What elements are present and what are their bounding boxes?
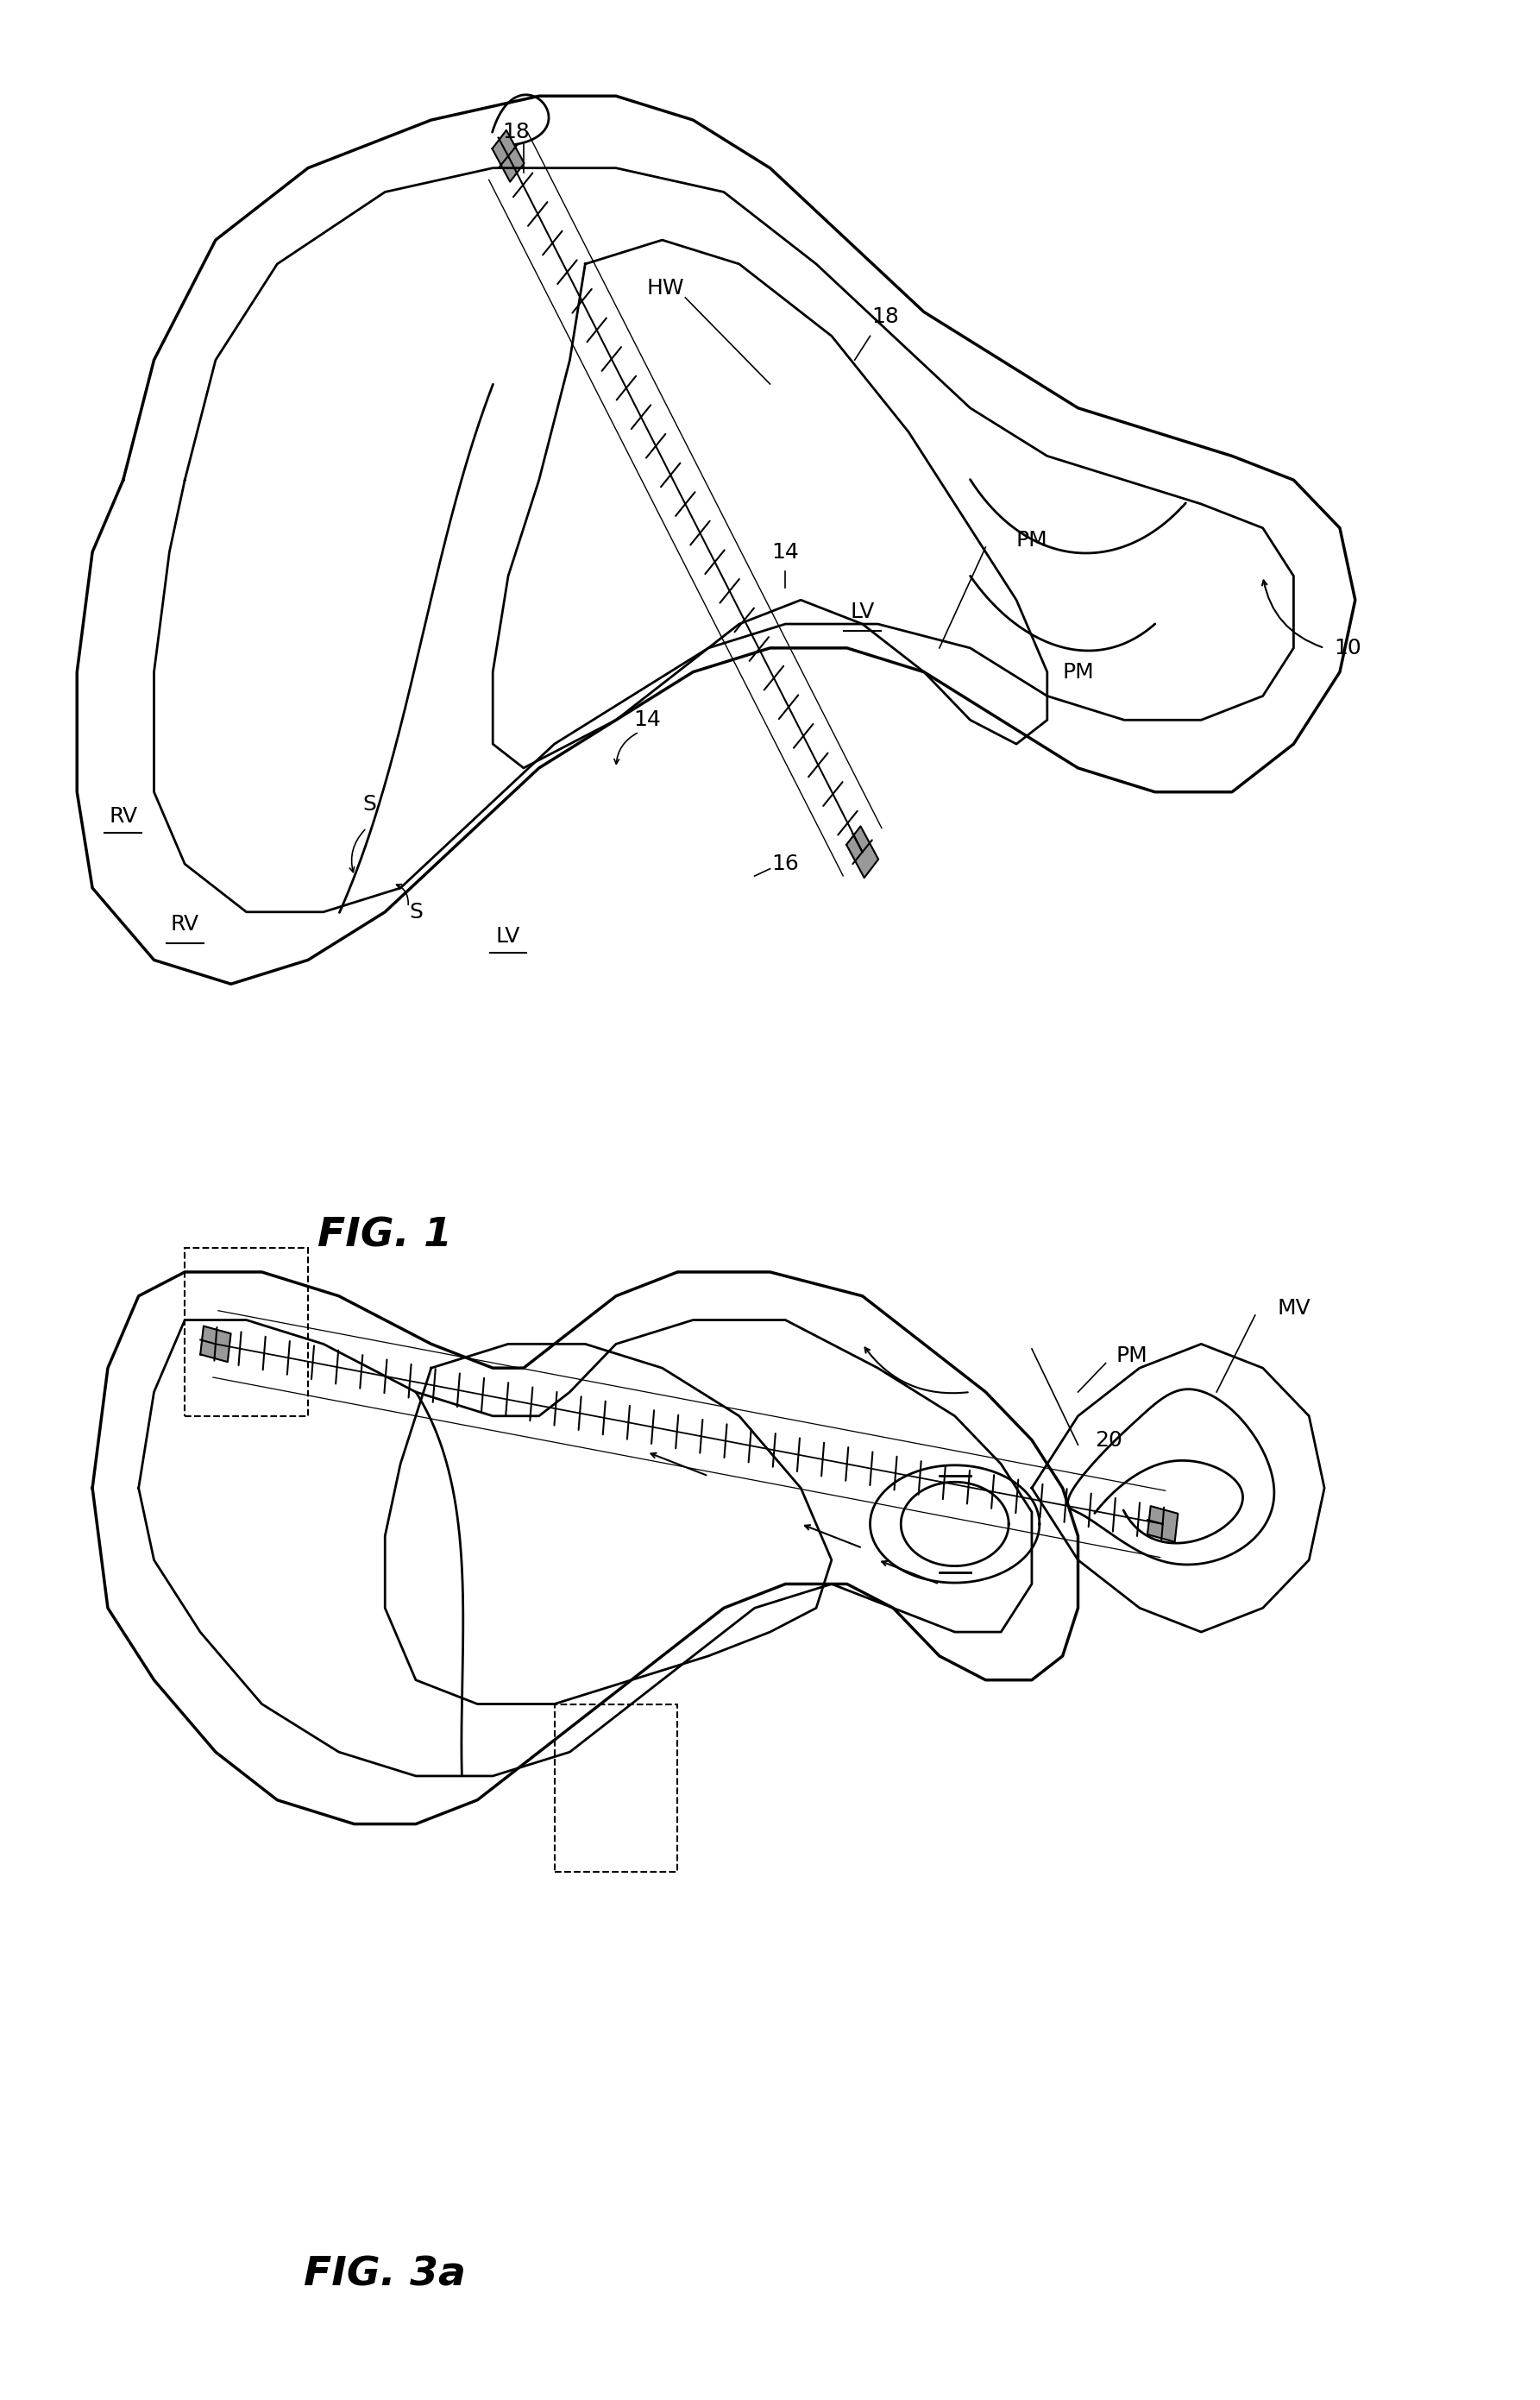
Text: 10: 10 [1334,638,1361,658]
Text: S: S [363,794,376,814]
Text: S: S [410,902,422,922]
Text: FIG. 3a: FIG. 3a [303,2256,467,2294]
Text: 18: 18 [502,122,530,142]
Text: PM: PM [1063,662,1093,682]
Text: 18: 18 [872,307,899,326]
Polygon shape [1147,1507,1178,1541]
Text: 20: 20 [1095,1430,1123,1450]
Text: PM: PM [1016,530,1047,550]
Text: PM: PM [1116,1346,1147,1366]
Text: RV: RV [109,806,137,826]
Polygon shape [200,1327,231,1361]
Text: 14: 14 [772,542,799,562]
Polygon shape [847,826,878,878]
Text: LV: LV [850,602,875,622]
Polygon shape [493,130,524,182]
Text: 14: 14 [633,710,661,730]
Text: HW: HW [647,278,684,298]
Text: MV: MV [1277,1298,1311,1318]
Text: 16: 16 [772,854,799,874]
Text: FIG. 1: FIG. 1 [317,1217,453,1255]
Text: RV: RV [171,914,199,934]
Text: LV: LV [496,926,521,946]
